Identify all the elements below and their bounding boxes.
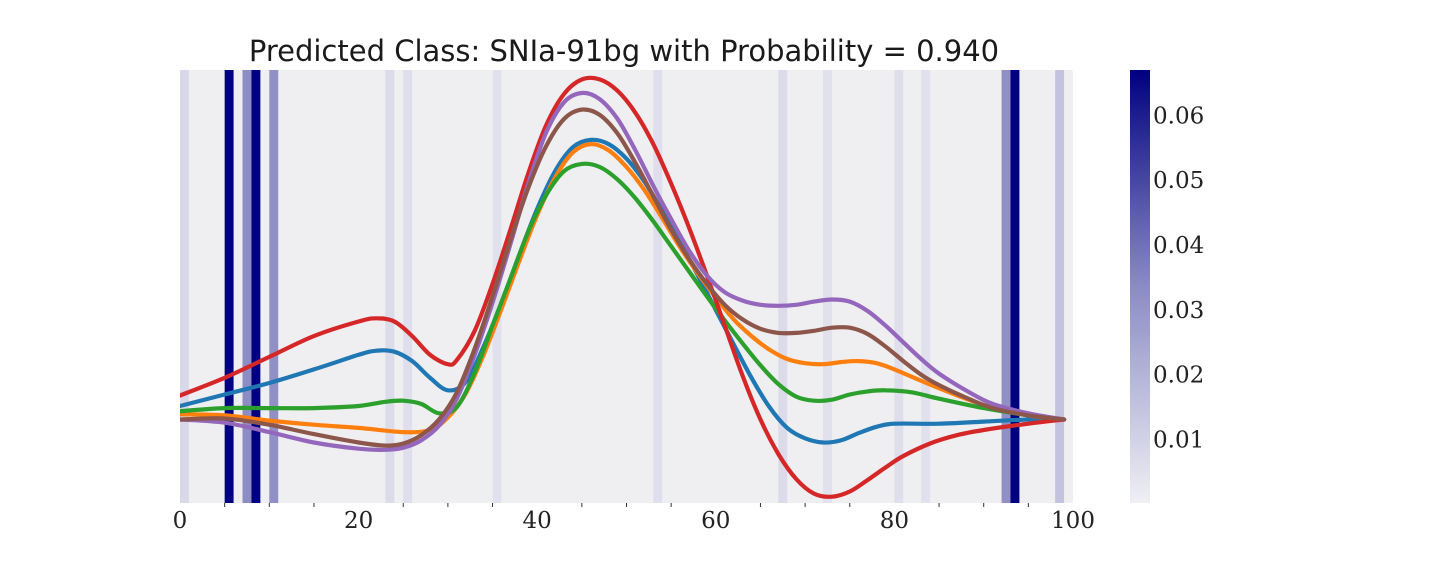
light-curve-lines [180,75,1067,499]
attention-band [653,70,663,503]
attention-band [894,70,904,503]
attention-band [822,70,832,503]
colorbar-tick-label: 0.01 [1153,427,1204,453]
attention-band [242,70,252,503]
series-line-3 [180,161,1067,422]
x-tick-label: 60 [701,508,730,534]
colorbar-tick-label: 0.06 [1153,103,1204,129]
chart-title: Predicted Class: SNIa-91bg with Probabil… [249,34,999,68]
attention-band [269,70,279,503]
attention-band [180,70,189,503]
attention-band [1055,70,1065,503]
attention-band [1010,70,1020,503]
colorbar-ticks: 0.01 0.02 0.03 0.04 0.05 0.06 [1153,103,1204,453]
series-line-6 [180,107,1067,448]
x-tick-label: 20 [344,508,373,534]
attention-band [1001,70,1011,503]
attention-band [251,70,261,503]
series-line-1 [180,137,1067,445]
colorbar-tick-label: 0.03 [1153,298,1204,324]
attention-band [403,70,413,503]
colorbar-tick-label: 0.02 [1153,363,1204,389]
x-tick-label: 40 [523,508,552,534]
x-tick-label: 0 [173,508,188,534]
colorbar-tick-label: 0.05 [1153,168,1204,194]
colorbar-tick-label: 0.04 [1153,233,1204,259]
x-tick-label: 80 [880,508,909,534]
attention-band [224,70,234,503]
series-line-4 [180,75,1067,499]
x-tick-label: 100 [1051,508,1095,534]
attention-band [385,70,395,503]
attention-band [921,70,931,503]
attention-band [778,70,788,503]
x-axis: 0 20 40 60 80 100 [173,503,1095,534]
colorbar [1130,70,1150,503]
series-line-5 [180,90,1067,452]
